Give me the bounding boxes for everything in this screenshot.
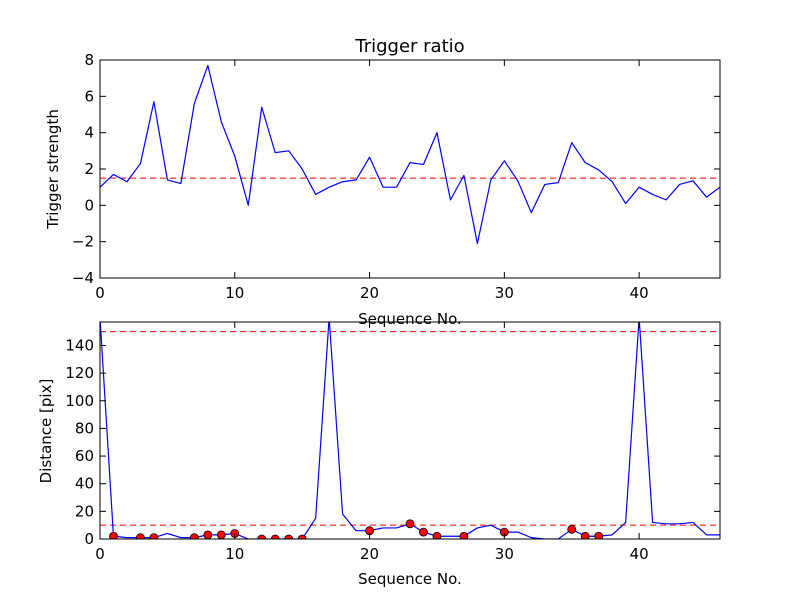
chart-title: Trigger ratio	[354, 36, 464, 57]
x-tick-label: 20	[360, 545, 379, 563]
y-tick-label: 2	[84, 160, 94, 178]
data-point	[136, 533, 145, 539]
x-tick-label: 10	[225, 284, 244, 302]
data-point	[567, 524, 577, 534]
x-tick-label: 0	[95, 284, 105, 302]
data-point	[149, 533, 159, 539]
y-tick-label: 80	[75, 419, 94, 437]
y-axis-label: Distance [pix]	[37, 379, 55, 484]
data-point	[419, 527, 428, 537]
y-tick-label: −2	[72, 233, 94, 251]
data-point	[284, 534, 294, 539]
series-line	[100, 64, 720, 245]
x-axis-label: Sequence No.	[358, 570, 462, 588]
data-point	[203, 530, 213, 539]
series-line	[100, 322, 720, 539]
data-point	[189, 533, 199, 539]
x-tick-label: 0	[95, 545, 105, 563]
x-tick-label: 40	[630, 545, 649, 563]
y-tick-label: 8	[84, 51, 94, 69]
x-tick-label: 30	[495, 284, 514, 302]
x-tick-label: 10	[225, 545, 244, 563]
y-tick-label: 60	[75, 447, 94, 465]
y-tick-label: 100	[65, 392, 94, 410]
x-tick-label: 20	[360, 284, 379, 302]
plot-frame	[99, 59, 721, 279]
y-tick-label: 20	[75, 502, 94, 520]
x-tick-label: 30	[495, 545, 514, 563]
data-layer	[100, 322, 720, 539]
data-point	[594, 531, 604, 539]
data-point	[459, 531, 469, 539]
plot-area: 0 10 20 30 40 −4 −2 0 2 4 6 8	[72, 51, 721, 302]
data-point	[270, 534, 280, 539]
y-tick-label: 0	[84, 196, 94, 214]
data-point	[297, 534, 307, 539]
data-point	[432, 531, 442, 539]
y-tick-label: 0	[84, 530, 94, 548]
y-tick-label: 4	[84, 124, 94, 142]
y-tick-label: 6	[84, 87, 94, 105]
data-point	[580, 531, 590, 539]
y-tick-label: 140	[65, 336, 94, 354]
data-point	[216, 530, 226, 539]
y-tick-label: 120	[65, 364, 94, 382]
y-tick-label: −4	[72, 269, 94, 287]
data-point	[109, 531, 118, 539]
x-tick-label: 40	[630, 284, 649, 302]
distance-panel: Sequence No. Distance [pix] 0 10 20 30 40 0 20…	[37, 321, 721, 588]
data-point	[405, 519, 415, 529]
plot-area: 0 10 20 30 40 0 20 40 60 80 100 120 140	[65, 321, 721, 563]
data-point	[257, 534, 267, 539]
x-axis-label: Sequence No.	[358, 310, 462, 328]
trigger-ratio-panel: Trigger ratio Sequence No. Trigger stren…	[44, 36, 721, 328]
plot-frame	[99, 321, 721, 540]
data-layer	[100, 64, 720, 245]
y-axis-label: Trigger strength	[44, 109, 62, 230]
y-tick-label: 40	[75, 475, 94, 493]
